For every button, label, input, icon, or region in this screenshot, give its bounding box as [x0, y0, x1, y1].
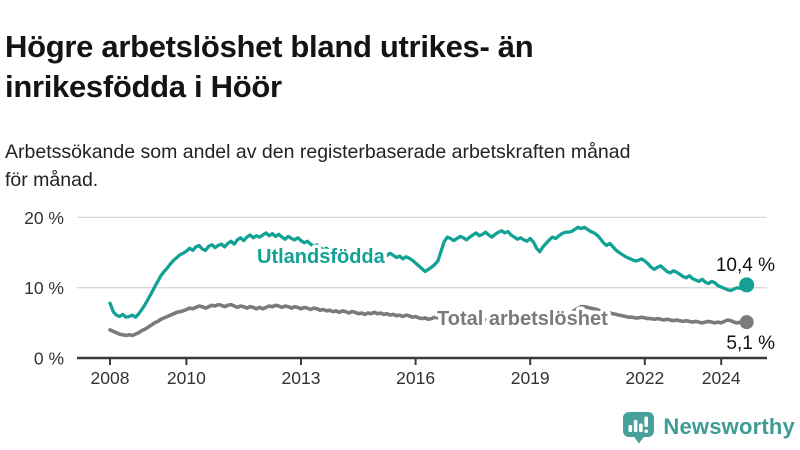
series-label-utlandsfodda: Utlandsfödda: [257, 246, 386, 268]
series-line-total: [108, 302, 749, 338]
newsworthy-logo: Newsworthy: [622, 409, 795, 445]
y-axis-tick-label: 20 %: [24, 208, 64, 228]
x-axis-tick-label: 2022: [625, 368, 664, 388]
title-line-1: Högre arbetslöshet bland utrikes- än: [5, 28, 534, 64]
series-end-dot-total: [739, 315, 754, 330]
y-axis-tick-label: 10 %: [24, 278, 64, 298]
newsworthy-bar-chart-icon: [623, 411, 655, 443]
x-axis-tick-label: 2019: [511, 368, 550, 388]
series-label-total: Total arbetslöshet: [437, 308, 608, 330]
y-axis-tick-label: 0 %: [34, 349, 64, 369]
subtitle-line-2: för månad.: [5, 168, 99, 191]
newsworthy-brand-name: Newsworthy: [663, 414, 795, 439]
x-axis-tick-label: 2008: [91, 368, 130, 388]
chart-subtitle: Arbetssökande som andel av den registerb…: [5, 138, 790, 194]
x-axis-tick-label: 2010: [167, 368, 206, 388]
subtitle-line-1: Arbetssökande som andel av den registerb…: [5, 140, 631, 163]
title-line-2: inrikesfödda i Höör: [5, 68, 282, 104]
series-end-value-total: 5,1 %: [726, 333, 775, 354]
page-title: Högre arbetslöshet bland utrikes- än inr…: [5, 27, 785, 107]
x-axis-tick-label: 2013: [282, 368, 321, 388]
series-end-dot-utlandsfodda: [739, 277, 755, 293]
x-axis-tick-label: 2016: [396, 368, 435, 388]
series-end-value-utlandsfodda: 10,4 %: [716, 255, 775, 276]
series-line-utlandsfodda: [108, 225, 749, 319]
x-axis-tick-label: 2024: [702, 368, 741, 388]
